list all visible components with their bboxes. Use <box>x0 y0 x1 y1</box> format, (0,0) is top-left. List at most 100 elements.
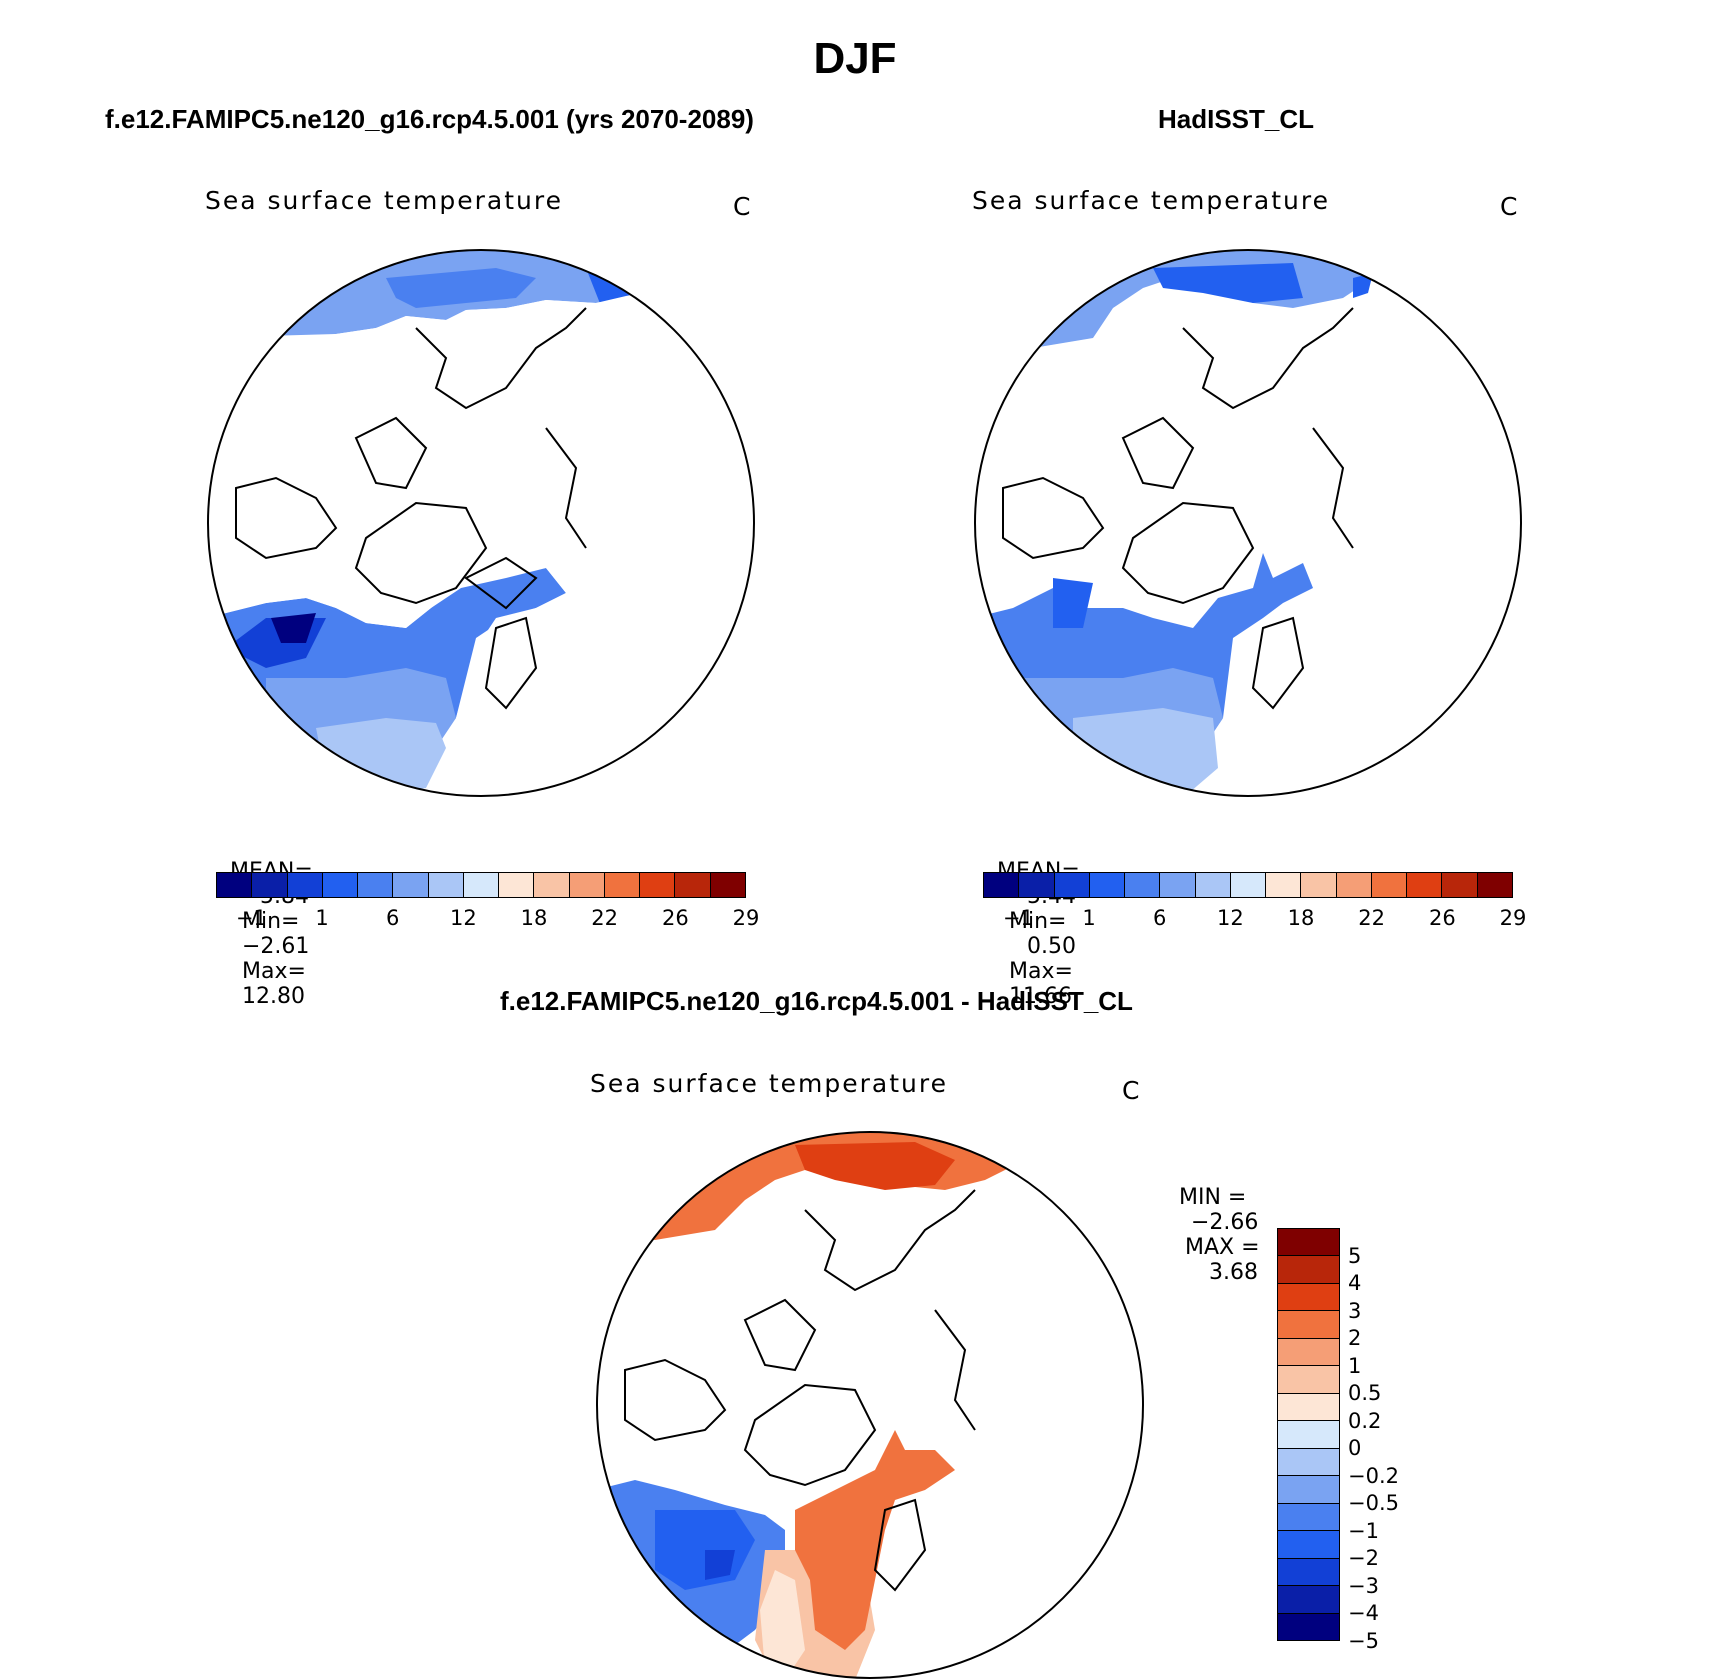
panel-2-colorbar-swatch <box>1195 873 1231 897</box>
panel-2-colorbar-swatch <box>1301 873 1337 897</box>
panel-3-colorbar-swatch <box>1278 1586 1339 1614</box>
panel-3-colorbar-tick-label: −0.2 <box>1348 1463 1399 1488</box>
panel-2-min-label: Min= <box>1009 909 1067 934</box>
panel-3-colorbar-swatch <box>1278 1613 1339 1641</box>
panel-3-colorbar-swatch <box>1278 1421 1339 1449</box>
panel-1-colorbar-swatch <box>675 873 711 897</box>
panel-1-stats: MEAN= 5.84 Min= −2.61 Max= 12.80 <box>216 834 313 1009</box>
panel-3-diff-pacific-strong <box>795 1142 955 1190</box>
panel-1-colorbar-swatch <box>358 873 394 897</box>
panel-1-colorbar-swatch <box>710 873 745 897</box>
panel-3-colorbar-swatch <box>1278 1229 1339 1257</box>
panel-2-colorbar-swatch <box>1407 873 1443 897</box>
panel-1-colorbar-swatch <box>640 873 676 897</box>
figure-title: DJF <box>813 34 897 83</box>
panel-3-colorbar-swatch <box>1278 1256 1339 1284</box>
panel-2-colorbar-tick-label: −1 <box>1002 906 1034 930</box>
panel-3-diff-labrador-deep <box>705 1550 735 1580</box>
panel-2-map <box>974 249 1522 797</box>
panel-2-sst-labrador <box>1053 578 1093 628</box>
panel-3-colorbar-tick-label: 0.5 <box>1348 1381 1382 1406</box>
panel-3-colorbar-swatch <box>1278 1338 1339 1367</box>
panel-3-units: C <box>1122 1076 1140 1105</box>
panel-1-colorbar-swatch <box>499 873 535 897</box>
panel-1-colorbar-swatch <box>604 873 641 897</box>
panel-1-colorbar-swatch <box>252 873 288 897</box>
panel-3-colorbar-tick-label: −3 <box>1348 1573 1379 1598</box>
panel-1-sst-atlantic-south <box>316 718 446 796</box>
panel-1-colorbar-swatch <box>393 873 429 897</box>
panel-3-colorbar-swatch <box>1278 1448 1339 1477</box>
panel-1-colorbar-swatch <box>569 873 605 897</box>
panel-1-colorbar-tick-label: 6 <box>385 906 400 930</box>
panel-3-colorbar-tick-label: 2 <box>1348 1326 1362 1351</box>
panel-2-colorbar <box>983 872 1513 898</box>
panel-3-colorbar-swatch <box>1278 1503 1339 1532</box>
panel-3-colorbar-tick-label: −0.5 <box>1348 1491 1399 1516</box>
panel-1-colorbar-tick-label: 12 <box>449 906 477 930</box>
panel-1-variable-label: Sea surface temperature <box>205 186 563 215</box>
panel-2-colorbar-tick-label: 22 <box>1358 906 1386 930</box>
panel-3-diff-atlantic-pale <box>760 1570 805 1678</box>
panel-1-sst-north-pacific-deep <box>386 268 536 308</box>
panel-3-colorbar-tick-label: 3 <box>1348 1298 1362 1323</box>
panel-2-colorbar-swatch <box>1371 873 1408 897</box>
panel-2-colorbar-swatch <box>1160 873 1196 897</box>
panel-1-colorbar <box>216 872 746 898</box>
panel-3-max-label: MAX = <box>1185 1235 1260 1260</box>
panel-1-colorbar-tick-label: 18 <box>520 906 548 930</box>
panel-2-variable-label: Sea surface temperature <box>972 186 1330 215</box>
panel-1-max-value: 12.80 <box>242 984 305 1009</box>
panel-1-units: C <box>733 192 751 221</box>
panel-2-colorbar-swatch <box>1019 873 1055 897</box>
panel-3-colorbar-tick-label: 1 <box>1348 1353 1362 1378</box>
panel-3-max-value: 3.68 <box>1209 1260 1258 1285</box>
panel-2-colorbar-swatch <box>1477 873 1512 897</box>
panel-2-colorbar-swatch <box>1266 873 1302 897</box>
panel-3-colorbar-swatch <box>1278 1531 1339 1559</box>
panel-3-colorbar-tick-label: 4 <box>1348 1271 1362 1296</box>
panel-2-colorbar-swatch <box>1054 873 1090 897</box>
panel-2-colorbar-tick-label: 18 <box>1287 906 1315 930</box>
panel-1-min-label: Min= <box>242 909 300 934</box>
panel-2-colorbar-swatch <box>1442 873 1478 897</box>
panel-3-colorbar-swatch <box>1278 1476 1339 1504</box>
panel-1-colorbar-swatch <box>428 873 464 897</box>
panel-3-min-label: MIN = <box>1179 1185 1247 1210</box>
panel-2-colorbar-labels: −1 1 6 12 18 22 26 29 <box>983 906 1527 932</box>
panel-3-colorbar-swatch <box>1278 1558 1339 1587</box>
panel-1-colorbar-swatch <box>463 873 500 897</box>
panel-1-colorbar-swatch <box>287 873 323 897</box>
panel-3-colorbar-swatch <box>1278 1311 1339 1339</box>
panel-1-colorbar-tick-label: 26 <box>661 906 689 930</box>
panel-3-title: f.e12.FAMIPC5.ne120_g16.rcp4.5.001 - Had… <box>500 986 1133 1016</box>
panel-1-colorbar-labels: −1 1 6 12 18 22 26 29 <box>216 906 760 932</box>
panel-1-min-value: −2.61 <box>242 934 310 959</box>
panel-1-colorbar-swatch <box>534 873 570 897</box>
panel-2-colorbar-swatch <box>1125 873 1161 897</box>
panel-2-sst-pacific-deep <box>1153 263 1303 303</box>
panel-1-colorbar-tick-label: 29 <box>732 906 760 930</box>
panel-3-colorbar-tick-label: −4 <box>1348 1601 1379 1626</box>
panel-1-colorbar-swatch <box>217 873 253 897</box>
panel-2-colorbar-tick-label: 6 <box>1152 906 1167 930</box>
panel-2-colorbar-swatch <box>984 873 1020 897</box>
panel-3-min-value: −2.66 <box>1191 1210 1259 1235</box>
panel-2-colorbar-tick-label: 1 <box>1082 906 1096 930</box>
panel-2-title: HadISST_CL <box>1158 104 1315 134</box>
panel-2-max-label: Max= <box>1009 959 1073 984</box>
panel-1-map <box>207 249 755 797</box>
panel-3-colorbar-labels: 5 4 3 2 1 0.5 0.2 0 −0.2 −0.5 −1 −2 −3 −4 −5 <box>1348 1228 1448 1653</box>
panel-3-diff-atlantic-warm <box>795 1430 955 1650</box>
panel-1-title: f.e12.FAMIPC5.ne120_g16.rcp4.5.001 (yrs … <box>105 104 754 134</box>
panel-1-colorbar-swatch <box>322 873 359 897</box>
panel-3-colorbar-tick-label: −1 <box>1348 1518 1379 1543</box>
panel-2-sst-bering <box>1353 273 1373 298</box>
panel-2-min-value: 0.50 <box>1027 934 1076 959</box>
panel-1-colorbar-tick-label: 22 <box>591 906 619 930</box>
panel-1-sst-labrador-deep <box>271 613 316 643</box>
panel-1-colorbar-tick-label: −1 <box>235 906 267 930</box>
panel-3-colorbar-tick-label: 5 <box>1348 1243 1362 1268</box>
panel-2-units: C <box>1500 192 1518 221</box>
panel-3-colorbar-swatch <box>1278 1366 1339 1394</box>
